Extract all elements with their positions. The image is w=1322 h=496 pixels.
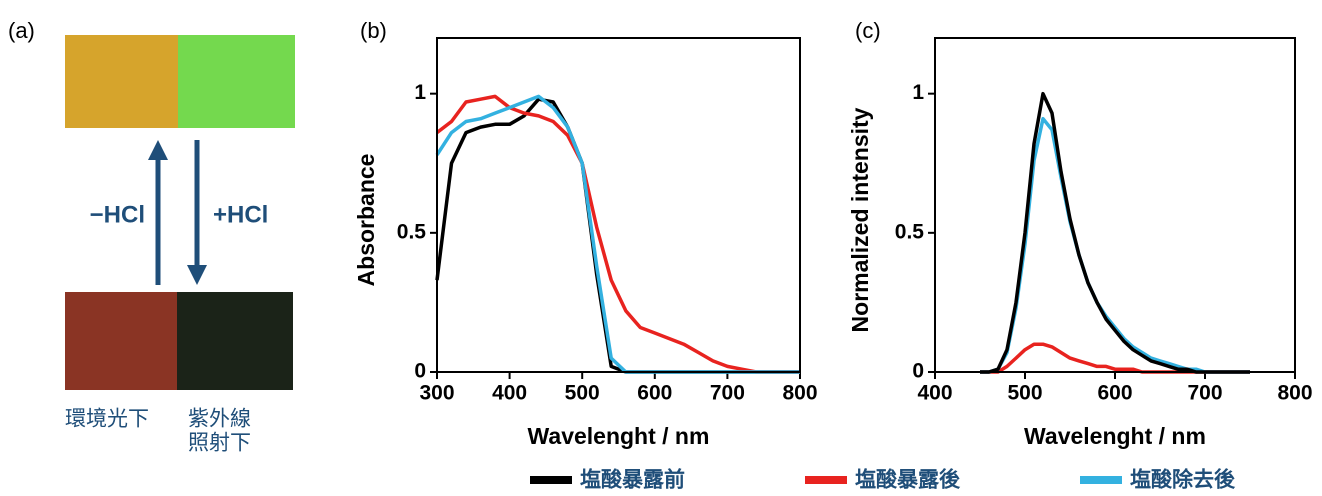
x-tick-label: 500 <box>565 382 600 405</box>
x-tick-label: 400 <box>492 382 527 405</box>
y-tick-label: 0.5 <box>397 220 427 243</box>
x-tick-label: 600 <box>1097 382 1132 405</box>
series-line <box>980 342 1250 374</box>
panel-label: (a) <box>8 18 35 43</box>
legend-swatch <box>530 476 572 484</box>
plot-frame <box>934 37 1296 373</box>
x-axis-title: Wavelenght / nm <box>1024 423 1206 449</box>
series-line <box>980 91 1250 374</box>
x-tick-label: 600 <box>637 382 672 405</box>
arrow-label: +HCl <box>213 201 268 228</box>
arrow-label: −HCl <box>90 201 145 228</box>
photo-uv-before <box>178 35 295 128</box>
x-tick-label: 800 <box>782 382 817 405</box>
series-line <box>980 116 1250 374</box>
legend-swatch <box>805 476 847 484</box>
series-line <box>435 97 800 374</box>
y-tick-label: 1 <box>912 81 924 104</box>
plot-frame <box>436 37 801 373</box>
y-tick-label: 0.5 <box>895 220 925 243</box>
x-tick-label: 500 <box>1007 382 1042 405</box>
legend-swatch <box>1080 476 1122 484</box>
series-line <box>435 94 800 374</box>
x-tick-label: 700 <box>1187 382 1222 405</box>
photo-ambient-after <box>65 292 177 390</box>
y-tick-label: 1 <box>414 81 426 104</box>
caption: 照射下 <box>188 432 251 455</box>
panel-label: (c) <box>855 18 881 43</box>
legend-label: 塩酸除去後 <box>1130 468 1236 492</box>
panel-label: (b) <box>360 18 387 43</box>
x-tick-label: 300 <box>419 382 454 405</box>
photo-uv-after <box>177 292 293 390</box>
x-axis-title: Wavelenght / nm <box>528 423 710 449</box>
y-axis-title: Absorbance <box>353 154 379 287</box>
x-tick-label: 800 <box>1277 382 1312 405</box>
y-axis-title: Normalized intensity <box>847 107 873 332</box>
y-tick-label: 0 <box>414 360 426 383</box>
x-tick-label: 400 <box>917 382 952 405</box>
photo-ambient-before <box>65 35 178 128</box>
legend-label: 塩酸暴露前 <box>580 468 685 492</box>
caption: 紫外線 <box>188 408 251 431</box>
series-line <box>435 94 800 374</box>
legend-label: 塩酸暴露後 <box>855 468 961 492</box>
caption: 環境光下 <box>65 408 149 431</box>
x-tick-label: 700 <box>710 382 745 405</box>
y-tick-label: 0 <box>912 360 924 383</box>
